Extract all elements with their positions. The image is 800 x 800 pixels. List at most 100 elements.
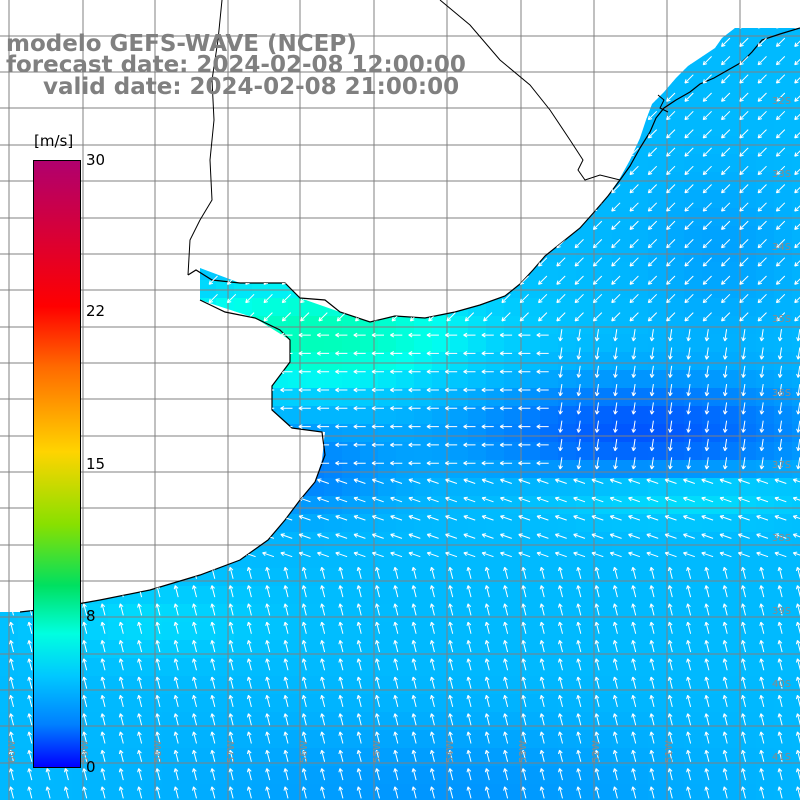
wind-arrow <box>539 694 545 708</box>
wind-arrow <box>481 405 494 411</box>
field-cell <box>144 352 163 371</box>
wind-arrow <box>463 369 476 375</box>
wind-arrow <box>558 585 563 598</box>
wind-arrow <box>263 129 273 139</box>
field-cell <box>252 118 271 137</box>
field-cell <box>450 550 469 569</box>
field-cell <box>162 496 181 515</box>
wind-arrow <box>704 621 710 634</box>
field-cell <box>198 748 217 767</box>
wind-arrow <box>115 424 128 429</box>
wind-arrow <box>775 257 786 267</box>
wind-arrow <box>97 387 110 393</box>
field-cell <box>378 622 397 641</box>
wind-arrow <box>466 658 472 671</box>
wind-arrow <box>686 768 692 781</box>
wind-arrow <box>301 566 307 579</box>
wind-arrow <box>115 351 128 356</box>
wind-arrow <box>428 28 438 29</box>
field-cell <box>540 64 559 83</box>
field-cell <box>576 28 595 29</box>
wind-arrow <box>539 749 545 762</box>
field-cell <box>558 244 577 263</box>
field-cell <box>342 784 361 800</box>
wind-arrow <box>759 365 765 378</box>
wind-arrow <box>152 369 165 375</box>
field-cell <box>414 712 433 731</box>
field-cell <box>468 208 487 227</box>
wind-arrow <box>664 515 677 521</box>
wind-arrow <box>722 749 728 762</box>
wind-arrow <box>445 478 458 484</box>
field-cell <box>648 586 667 605</box>
wind-arrow <box>536 551 549 558</box>
field-cell <box>270 154 289 173</box>
field-cell <box>540 316 559 335</box>
field-cell <box>684 550 703 569</box>
field-cell <box>702 478 721 497</box>
wind-arrow <box>463 533 476 539</box>
lat-label: 35S <box>772 314 791 325</box>
field-cell <box>666 784 685 800</box>
field-cell <box>180 100 199 119</box>
field-cell <box>414 262 433 281</box>
wind-arrow <box>9 713 14 726</box>
field-cell <box>18 28 37 29</box>
wind-arrow <box>464 184 475 194</box>
field-cell <box>684 190 703 209</box>
wind-arrow <box>521 621 527 634</box>
field-cell <box>288 100 307 119</box>
field-cell <box>324 262 343 281</box>
wind-arrow <box>719 496 732 503</box>
field-cell <box>450 604 469 623</box>
field-cell <box>720 640 739 659</box>
wind-arrow <box>429 731 435 744</box>
field-cell <box>180 334 199 353</box>
field-cell <box>594 280 613 299</box>
field-cell <box>774 28 793 47</box>
field-cell <box>108 280 127 299</box>
field-cell <box>216 460 235 479</box>
field-cell <box>576 208 595 227</box>
wind-arrow <box>79 515 92 521</box>
field-cell <box>540 694 559 713</box>
field-cell <box>270 388 289 407</box>
wind-arrow <box>100 786 106 799</box>
field-cell <box>594 28 613 47</box>
field-cell <box>378 118 397 137</box>
wind-arrow <box>393 621 399 634</box>
wind-arrow <box>100 694 106 708</box>
wind-arrow <box>338 731 344 744</box>
field-cell <box>630 568 649 587</box>
wind-arrow <box>686 566 692 579</box>
field-cell <box>486 622 505 641</box>
wind-arrow <box>155 713 161 726</box>
wind-arrow <box>683 533 695 539</box>
wind-arrow <box>574 56 584 66</box>
wind-arrow <box>448 676 454 689</box>
wind-arrow <box>463 496 476 503</box>
field-cell <box>342 280 361 299</box>
field-cell <box>738 82 757 101</box>
field-cell <box>252 298 271 317</box>
field-cell <box>486 118 505 137</box>
field-cell <box>720 82 739 101</box>
field-cell <box>522 316 541 335</box>
wind-arrow <box>792 515 800 521</box>
wind-arrow <box>741 384 746 397</box>
field-cell <box>648 496 667 515</box>
wind-arrow <box>684 220 694 230</box>
field-cell <box>144 370 163 389</box>
wind-arrow <box>207 533 220 539</box>
wind-arrow <box>611 56 621 66</box>
wind-arrow <box>573 478 586 484</box>
field-cell <box>720 658 739 677</box>
wind-arrow <box>777 749 783 762</box>
field-cell <box>702 424 721 443</box>
field-cell <box>414 604 433 623</box>
field-cell <box>594 496 613 515</box>
wind-arrow <box>100 658 106 671</box>
wind-arrow <box>5 442 18 448</box>
field-cell <box>630 244 649 263</box>
wind-arrow <box>172 202 182 212</box>
